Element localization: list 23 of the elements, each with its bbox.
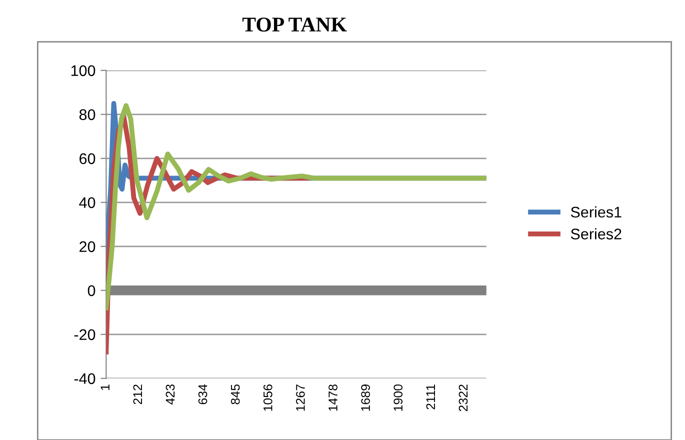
y-tick-label: 0 xyxy=(88,285,96,296)
x-tick-label: 1689 xyxy=(361,384,370,411)
legend-label: Series2 xyxy=(570,228,622,240)
legend-label: Series1 xyxy=(570,206,622,218)
chart-title: TOP TANK xyxy=(242,18,347,32)
x-tick-label: 212 xyxy=(133,384,142,404)
x-tick-label: 2322 xyxy=(458,384,468,412)
y-tick-label: 80 xyxy=(79,109,96,120)
x-tick-label: 845 xyxy=(230,384,240,404)
x-tick-label: 2111 xyxy=(426,384,435,410)
x-tick-label: 1056 xyxy=(263,384,272,411)
x-tick-label: 1267 xyxy=(296,384,305,411)
y-tick-label: 40 xyxy=(79,197,96,208)
y-tick-label: 100 xyxy=(71,65,96,76)
y-tick-label: 20 xyxy=(80,241,96,252)
y-tick-label: -20 xyxy=(74,329,96,340)
y-tick-label: 60 xyxy=(80,153,96,164)
x-tick-label: 1478 xyxy=(328,384,338,411)
y-tick-label: -40 xyxy=(74,373,96,384)
x-tick-label: 423 xyxy=(166,384,175,405)
x-tick-label: 1900 xyxy=(394,384,403,411)
x-tick-label: 634 xyxy=(198,384,208,404)
x-tick-label: 1 xyxy=(100,384,110,390)
